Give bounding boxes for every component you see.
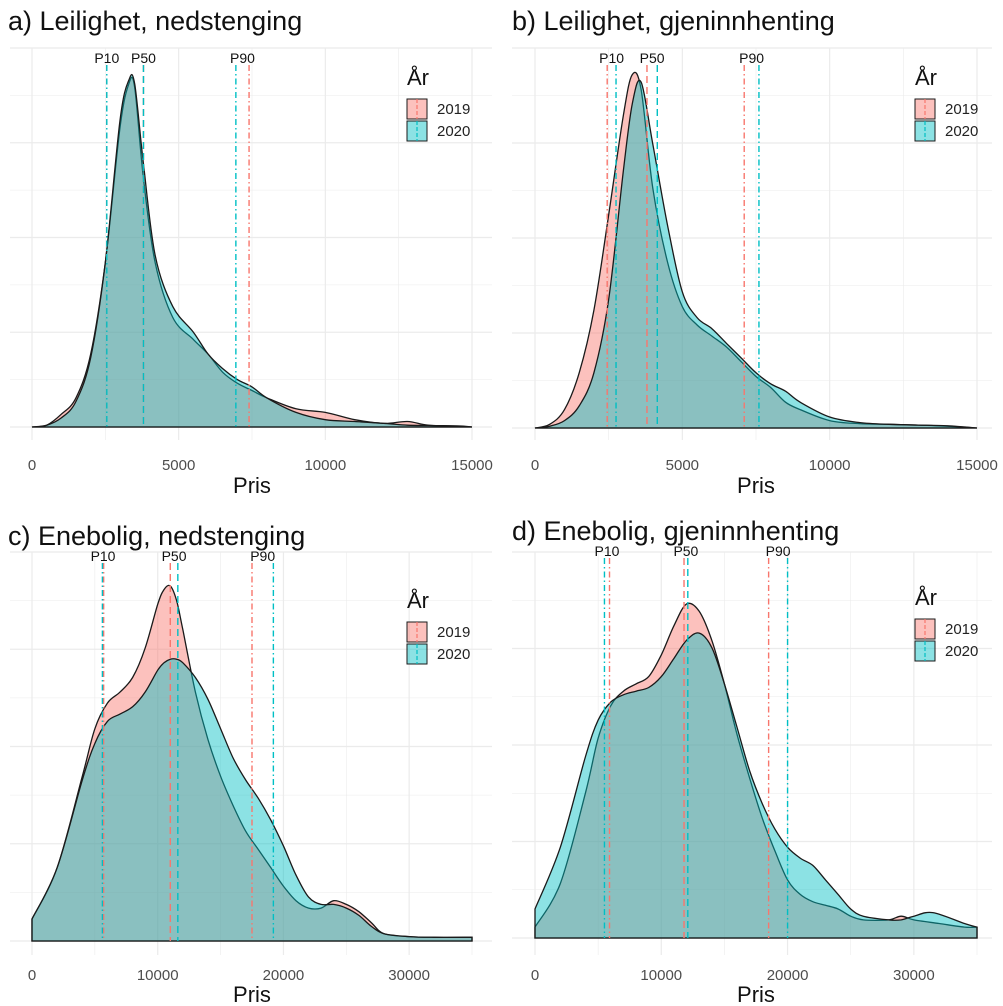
percentile-lines: P10 P50 P90 bbox=[599, 50, 764, 428]
legend-title: År bbox=[915, 585, 937, 610]
x-axis-label: Pris bbox=[233, 982, 271, 1006]
legend: År 2019 2020 bbox=[406, 65, 470, 142]
density-2019 bbox=[534, 71, 978, 429]
x-tick-label: 15000 bbox=[451, 457, 493, 474]
legend-label: 2020 bbox=[945, 643, 978, 660]
panel-title: a) Leilighet, nedstenging bbox=[8, 6, 302, 36]
density-2020 bbox=[534, 79, 978, 429]
x-tick-label: 20000 bbox=[767, 967, 809, 984]
x-tick-label: 5000 bbox=[666, 457, 699, 474]
x-tick-labels: 0 10000 20000 30000 bbox=[28, 967, 430, 984]
x-tick-label: 0 bbox=[531, 967, 539, 984]
legend-label: 2019 bbox=[945, 101, 978, 118]
legend-label: 2019 bbox=[437, 101, 470, 118]
x-tick-labels: 0 10000 20000 30000 bbox=[531, 967, 935, 984]
density-2020 bbox=[31, 658, 473, 942]
legend-label: 2019 bbox=[437, 624, 470, 641]
x-tick-label: 0 bbox=[28, 967, 36, 984]
legend-label: 2019 bbox=[945, 621, 978, 638]
x-axis-label: Pris bbox=[737, 473, 775, 498]
density-2020 bbox=[534, 632, 978, 939]
x-tick-label: 0 bbox=[28, 457, 36, 474]
legend-label: 2020 bbox=[945, 123, 978, 140]
x-tick-label: 10000 bbox=[137, 967, 179, 984]
density-2019 bbox=[31, 584, 473, 942]
legend-title: År bbox=[915, 65, 937, 90]
percentile-lines: P10 P50 P90 bbox=[94, 50, 255, 427]
legend: År 2019 2020 bbox=[406, 588, 470, 665]
x-tick-labels: 0 5000 10000 15000 bbox=[28, 457, 493, 474]
percentile-label: P90 bbox=[230, 50, 255, 66]
x-tick-label: 20000 bbox=[263, 967, 305, 984]
x-tick-label: 10000 bbox=[809, 457, 851, 474]
density-areas bbox=[534, 602, 978, 939]
percentile-label: P50 bbox=[673, 543, 698, 559]
x-tick-label: 15000 bbox=[956, 457, 998, 474]
panel-2: b) Leilighet, gjeninnhenting P10 P50 P90 0 50… bbox=[512, 6, 998, 498]
legend-title: År bbox=[407, 65, 429, 90]
x-tick-label: 30000 bbox=[893, 967, 935, 984]
gridlines bbox=[10, 47, 492, 440]
density-areas bbox=[534, 71, 978, 429]
density-2020 bbox=[31, 73, 473, 428]
panel-title: c) Enebolig, nedstenging bbox=[8, 521, 305, 551]
x-tick-label: 30000 bbox=[388, 967, 430, 984]
x-tick-label: 0 bbox=[531, 457, 539, 474]
x-axis-label: Pris bbox=[737, 982, 775, 1006]
percentile-label: P10 bbox=[91, 548, 116, 564]
legend: År 2019 2020 bbox=[914, 585, 978, 662]
panel-1: a) Leilighet, nedstenging P10 P50 P90 0 5000 1… bbox=[8, 6, 493, 498]
legend-label: 2020 bbox=[437, 646, 470, 663]
legend-title: År bbox=[407, 588, 429, 613]
panel-title: d) Enebolig, gjeninnhenting bbox=[512, 516, 839, 546]
percentile-label: P90 bbox=[250, 548, 275, 564]
x-tick-labels: 0 5000 10000 15000 bbox=[531, 457, 998, 474]
x-axis-label: Pris bbox=[233, 473, 271, 498]
panel-title: b) Leilighet, gjeninnhenting bbox=[512, 6, 835, 36]
x-tick-label: 10000 bbox=[640, 967, 682, 984]
density-areas bbox=[31, 584, 473, 942]
legend-label: 2020 bbox=[437, 123, 470, 140]
percentile-lines: P10 P50 P90 bbox=[91, 548, 275, 941]
legend: År 2019 2020 bbox=[914, 65, 978, 142]
percentile-label: P10 bbox=[94, 50, 119, 66]
percentile-label: P10 bbox=[599, 50, 624, 66]
percentile-lines: P10 P50 P90 bbox=[595, 543, 791, 938]
percentile-label: P10 bbox=[595, 543, 620, 559]
percentile-label: P50 bbox=[162, 548, 187, 564]
x-tick-label: 10000 bbox=[304, 457, 346, 474]
x-tick-label: 5000 bbox=[162, 457, 195, 474]
percentile-label: P90 bbox=[766, 543, 791, 559]
percentile-label: P90 bbox=[739, 50, 764, 66]
percentile-label: P50 bbox=[131, 50, 156, 66]
density-areas bbox=[31, 73, 473, 428]
percentile-label: P50 bbox=[640, 50, 665, 66]
